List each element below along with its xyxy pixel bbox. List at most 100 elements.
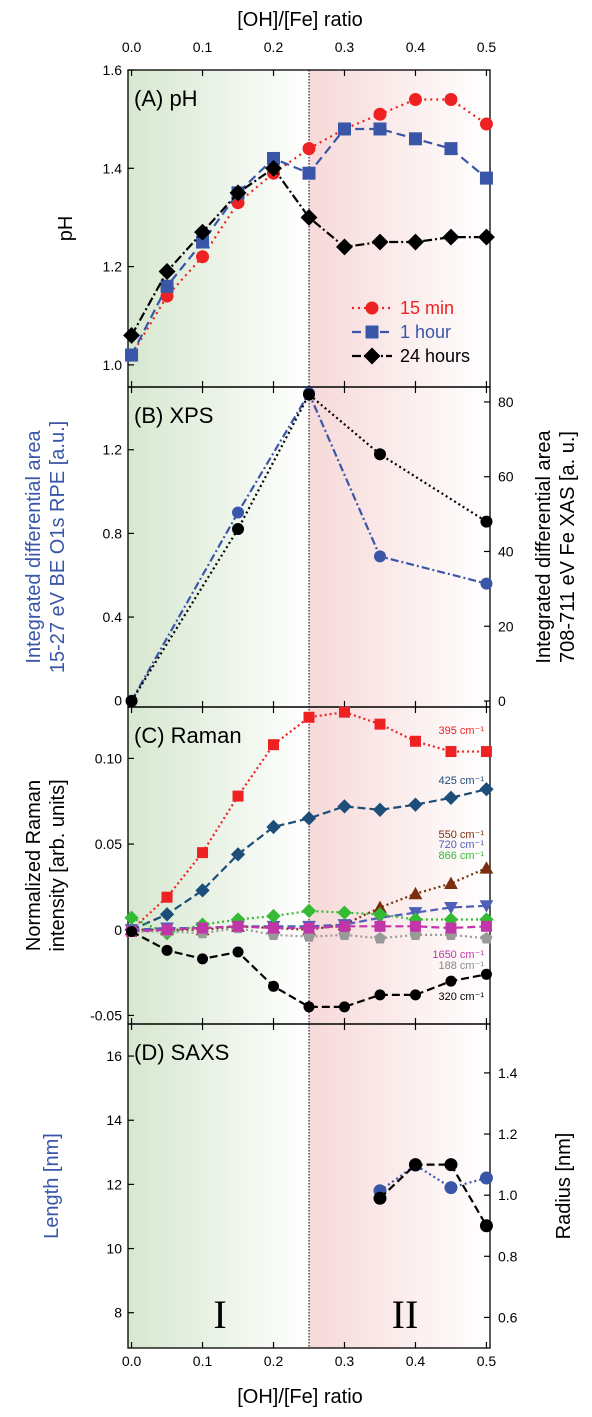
xps-series-right-point: [373, 448, 386, 461]
panel-c-y-axis-title-line2: intensity [arb. units]: [47, 779, 69, 951]
top-x-tick-label: 0.0: [122, 39, 142, 55]
top-x-tick-label: 0.1: [193, 39, 213, 55]
top-x-tick-label: 0.2: [264, 39, 284, 55]
xps-series-left-point: [480, 577, 493, 590]
ph-series-2-point: [158, 263, 176, 280]
panel-frame: [127, 1023, 491, 1349]
y-tick-label-right: 0: [498, 693, 506, 709]
raman-series-4-point: [372, 907, 388, 922]
ph-series-2-point: [229, 184, 247, 202]
raman-series-1-point: [479, 782, 494, 797]
y-tick-label: 0.8: [103, 525, 123, 541]
raman-series-6-point: [338, 920, 350, 932]
raman-series-1-point: [408, 797, 423, 812]
raman-series-6-point: [197, 922, 209, 934]
raman-series-4-point: [337, 905, 352, 920]
raman-series-1-line: [131, 788, 487, 931]
raman-series-label: 866 cm⁻¹: [438, 850, 484, 862]
raman-series-6-point: [480, 920, 492, 932]
raman-series-4-point: [266, 908, 281, 924]
ph-series-2-line: [130, 166, 487, 336]
raman-series-4-point: [124, 910, 139, 925]
legend-marker: [365, 301, 379, 315]
bottom-x-tick-label: 0.5: [477, 1353, 497, 1369]
y-tick-label: 1.0: [103, 357, 123, 373]
raman-series-0-point: [232, 790, 244, 802]
ph-series-1-point: [302, 166, 316, 180]
ph-series-2-point: [371, 233, 389, 251]
raman-series-4-point: [479, 912, 494, 927]
ph-series-2-point: [123, 326, 140, 344]
ph-series-0-point: [408, 92, 422, 106]
raman-series-6-point: [409, 920, 421, 932]
raman-series-7-point: [480, 968, 492, 980]
bottom-x-tick-label: 0.3: [335, 1353, 355, 1369]
panel-c-y-axis-title: Normalized Raman intensity [arb. units]: [23, 779, 69, 951]
raman-series-6-point: [232, 920, 244, 932]
raman-series-1-point: [301, 811, 317, 826]
ph-series-0-point: [231, 196, 245, 210]
ph-series-1-point: [444, 142, 458, 156]
saxs-series-left-line: [379, 1163, 487, 1192]
ph-series-2-point: [300, 208, 318, 226]
raman-series-4-point: [301, 903, 317, 919]
top-x-tick-label: 0.4: [406, 39, 426, 55]
ph-series-2-point: [442, 228, 460, 246]
ph-series-1-point: [125, 348, 139, 362]
raman-series-0-point: [409, 735, 421, 747]
raman-series-7-point: [268, 980, 280, 992]
ph-series-2-point: [407, 233, 424, 251]
legend-marker: [365, 325, 379, 339]
y-tick-label: 8: [114, 1305, 122, 1321]
raman-series-2-point: [444, 876, 458, 889]
panel-d-right-axis-title: Radius [nm]: [553, 1133, 575, 1240]
raman-series-1-point: [195, 883, 210, 898]
raman-series-7-point: [409, 989, 421, 1001]
raman-series-7-point: [445, 975, 457, 987]
raman-series-label: 550 cm⁻¹: [438, 829, 484, 841]
raman-series-2-point: [479, 861, 494, 874]
raman-series-6-point: [161, 924, 173, 936]
panel-b-right-axis-title: Integrated differential area 708-711 eV F…: [533, 430, 579, 664]
ph-series-2-point: [194, 223, 211, 241]
ph-series-2-point: [265, 159, 282, 177]
y-tick-label: 12: [106, 1176, 122, 1192]
y-tick-label-right: 40: [498, 543, 514, 559]
saxs-series-left-point: [479, 1171, 493, 1185]
bottom-x-tick-label: 0.0: [122, 1353, 142, 1369]
raman-series-0-point: [268, 739, 280, 751]
y-tick-label-right: 0.6: [498, 1309, 518, 1325]
panel-b-right-axis-title-line1: Integrated differential area: [533, 430, 555, 664]
raman-series-label: 425 cm⁻¹: [438, 775, 484, 787]
panel-b-left-axis-title: Integrated differential area 15-27 eV BE …: [23, 421, 69, 673]
raman-series-label: 720 cm⁻¹: [438, 839, 484, 851]
raman-series-1-point: [159, 907, 175, 922]
raman-series-1-point: [266, 819, 281, 835]
bottom-x-tick-label: 0.2: [264, 1353, 284, 1369]
top-axis-title: [OH]/[Fe] ratio: [237, 9, 363, 31]
saxs-series-right-point: [444, 1158, 458, 1172]
panel-c-y-axis-title-line1: Normalized Raman: [23, 780, 45, 951]
raman-series-0-point: [445, 746, 457, 758]
y-tick-label-right: 20: [498, 618, 514, 634]
raman-series-0-point: [374, 718, 386, 730]
xps-series-left-point: [373, 550, 386, 563]
bottom-x-tick-label: 0.4: [406, 1353, 426, 1369]
panel-a-label: (A) pH: [134, 86, 198, 111]
raman-series-6-point: [445, 922, 457, 934]
y-tick-label-right: 0.8: [498, 1248, 518, 1264]
raman-series-0-line: [130, 711, 487, 931]
ph-series-0-point: [479, 117, 493, 131]
raman-series-7-point: [197, 953, 209, 965]
y-tick-label: 0.05: [95, 836, 122, 852]
panel-c-label: (C) Raman: [134, 723, 242, 748]
ph-series-0-point: [373, 107, 387, 121]
raman-series-5-point: [480, 932, 493, 944]
ph-series-0-point: [302, 142, 316, 156]
raman-series-label: 395 cm⁻¹: [438, 725, 484, 737]
y-tick-label: 0.4: [103, 609, 123, 625]
raman-series-1-point: [443, 790, 459, 805]
raman-series-2-point: [373, 900, 387, 913]
raman-series-1-point: [337, 799, 352, 814]
